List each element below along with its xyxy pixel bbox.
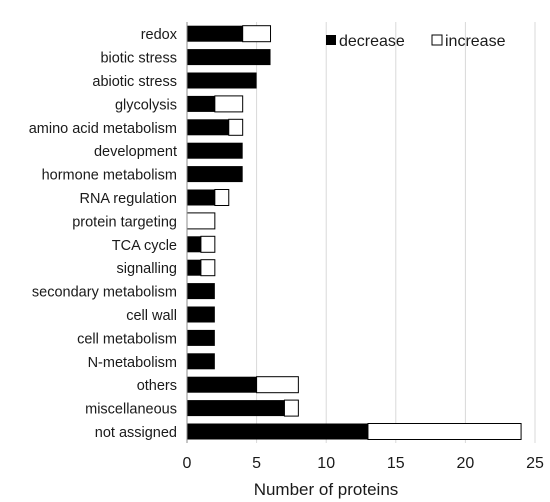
- bar-decrease: [187, 95, 215, 112]
- bar-decrease: [187, 400, 285, 417]
- category-label: secondary metabolism: [32, 285, 177, 301]
- bar-increase: [214, 95, 244, 113]
- bar-decrease: [187, 376, 257, 393]
- x-tick-label: 20: [457, 455, 475, 472]
- category-label: not assigned: [95, 425, 177, 441]
- bar-increase: [214, 189, 230, 206]
- bar-decrease: [187, 142, 243, 159]
- bar-increase: [186, 212, 216, 230]
- legend: decrease increase: [326, 33, 506, 50]
- category-label: signalling: [117, 261, 177, 277]
- category-label: cell metabolism: [77, 331, 177, 347]
- category-label: glycolysis: [115, 97, 177, 113]
- category-label: miscellaneous: [85, 402, 177, 418]
- x-tick-label: 10: [317, 455, 335, 472]
- bar-decrease: [187, 72, 257, 89]
- category-label: others: [137, 378, 177, 394]
- category-label: protein targeting: [72, 214, 177, 230]
- bar-increase: [242, 25, 272, 43]
- gridlines: [256, 22, 536, 443]
- bar-decrease: [187, 166, 243, 183]
- category-label: TCA cycle: [112, 238, 177, 254]
- bar-decrease: [187, 49, 271, 66]
- category-labels: redox biotic stress abiotic stress glycolys…: [29, 27, 178, 441]
- bar-decrease: [187, 236, 201, 253]
- category-label: RNA regulation: [79, 191, 177, 207]
- x-tick-label: 25: [526, 455, 544, 472]
- bar-increase: [228, 118, 244, 136]
- bar-decrease: [187, 25, 243, 42]
- bar-decrease: [187, 119, 229, 136]
- category-label: N-metabolism: [88, 355, 177, 371]
- category-label: biotic stress: [100, 51, 177, 67]
- legend-swatch-increase: [431, 34, 443, 46]
- x-tick-labels: 0 5 10 15 20 25: [183, 455, 544, 472]
- bar-decrease: [187, 306, 215, 323]
- category-label: cell wall: [126, 308, 177, 324]
- x-tick-label: 0: [183, 455, 192, 472]
- x-tick-label: 5: [252, 455, 261, 472]
- x-tick-label: 15: [387, 455, 405, 472]
- bar-increase: [200, 259, 216, 277]
- category-label: redox: [141, 27, 178, 43]
- bar-increase: [367, 423, 522, 440]
- bar-decrease: [187, 423, 368, 440]
- bar-decrease: [187, 259, 201, 276]
- legend-label-decrease: decrease: [339, 33, 405, 50]
- bars: [186, 25, 522, 440]
- bar-decrease: [187, 283, 215, 300]
- x-axis-label: Number of proteins: [254, 480, 399, 499]
- bar-decrease: [187, 353, 215, 370]
- category-label: amino acid metabolism: [29, 121, 177, 137]
- bar-decrease: [187, 189, 215, 206]
- category-label: abiotic stress: [92, 74, 177, 90]
- bar-increase: [200, 235, 216, 253]
- bar-increase: [256, 376, 299, 394]
- bar-increase: [283, 399, 299, 417]
- legend-swatch-decrease: [326, 35, 336, 45]
- legend-label-increase: increase: [445, 33, 506, 50]
- category-label: hormone metabolism: [42, 168, 177, 184]
- bar-decrease: [187, 329, 215, 346]
- category-label: development: [94, 144, 177, 160]
